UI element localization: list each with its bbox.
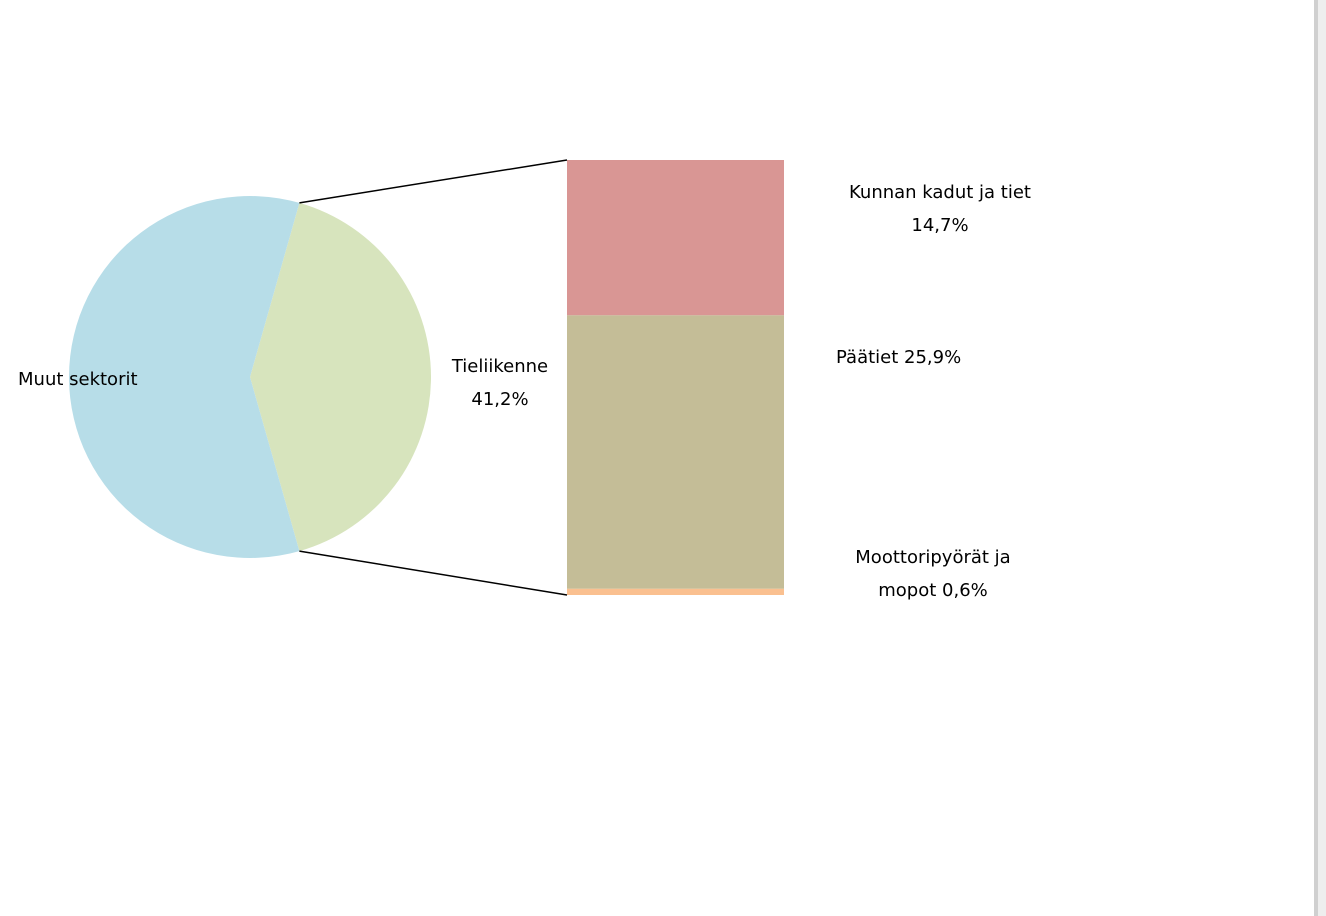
bar-label: Moottoripyörät ja mopot 0,6% [833,541,1033,607]
bar-segment [567,160,784,316]
page-edge-shadow [1314,0,1318,916]
connector-line [299,159,568,204]
value-label: 14,7% [911,215,969,236]
value-label: 25,9% [904,347,962,368]
category-label: Kunnan kadut ja tiet [849,182,1031,203]
bar-segment [567,315,784,589]
category-label: Päätiet [836,347,899,368]
page-edge-shadow [1318,0,1326,916]
pie-label: Muut sektorit [18,363,138,396]
pie-label: Tieliikenne 41,2% [430,350,570,416]
bar-label: Päätiet 25,9% [836,341,961,374]
bar-label: Kunnan kadut ja tiet 14,7% [820,176,1060,242]
pie-slice [69,195,300,558]
category-label: Moottoripyörät ja mopot [855,547,1011,601]
category-label: Muut sektorit [18,369,138,390]
bar-segment [567,588,784,595]
value-label: 41,2% [471,389,529,410]
pie-slice [250,202,432,552]
category-label: Tieliikenne [451,356,549,377]
value-label: 0,6% [942,580,988,601]
connector-line [299,550,568,596]
